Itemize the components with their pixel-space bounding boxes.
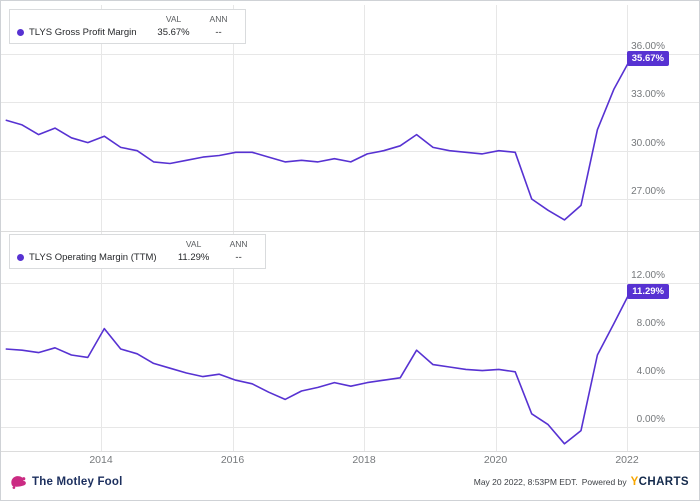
legend-gross-profit-margin: VAL ANN TLYS Gross Profit Margin 35.67% …	[9, 9, 246, 44]
series-label: TLYS Operating Margin (TTM)	[29, 252, 157, 263]
y-axis-label: 30.00%	[631, 137, 665, 149]
series-val: 11.29%	[177, 252, 210, 263]
legend-ann-header: ANN	[229, 239, 248, 249]
powered-by-label: Powered by	[581, 477, 627, 487]
y-axis-label: 0.00%	[636, 413, 665, 425]
x-axis-label: 2014	[89, 454, 113, 466]
y-axis-label: 12.00%	[631, 269, 665, 281]
y-axis-label: 27.00%	[631, 185, 665, 197]
series-label: TLYS Gross Profit Margin	[29, 27, 137, 38]
motley-fool-jester-icon	[11, 475, 26, 489]
series-line	[5, 291, 632, 445]
legend-operating-margin: VAL ANN TLYS Operating Margin (TTM) 11.2…	[9, 234, 266, 269]
motley-fool-wordmark: The Motley Fool	[32, 476, 123, 488]
series-ann: --	[215, 27, 222, 38]
series-color-dot	[17, 254, 24, 261]
y-axis-label: 4.00%	[636, 365, 665, 377]
series-val: 35.67%	[157, 27, 190, 38]
ycharts-logo: Y CHARTS	[631, 476, 689, 488]
legend-val-header: VAL	[185, 239, 202, 249]
footer: The Motley Fool May 20 2022, 8:53PM EDT.…	[1, 468, 699, 500]
series-row: TLYS Gross Profit Margin	[17, 27, 147, 38]
ycharts-logo-charts: CHARTS	[638, 476, 689, 488]
series-line	[5, 58, 632, 221]
series-color-dot	[17, 29, 24, 36]
current-value-badge: 11.29%	[627, 283, 669, 299]
legend-val-header: VAL	[165, 14, 182, 24]
x-axis-label: 2016	[220, 454, 245, 466]
ycharts-logo-y: Y	[630, 476, 639, 488]
x-axis-label: 2020	[483, 454, 508, 466]
series-ann: --	[235, 252, 242, 263]
chart-attribution: May 20 2022, 8:53PM EDT. Powered by Y CHA…	[474, 476, 689, 488]
x-axis-label: 2018	[352, 454, 376, 466]
current-value-badge: 35.67%	[626, 51, 669, 67]
y-axis-label: 8.00%	[636, 317, 665, 329]
y-axis-label: 36.00%	[631, 40, 665, 52]
legend-ann-header: ANN	[209, 14, 228, 24]
x-axis-label: 2022	[615, 454, 639, 466]
timestamp: May 20 2022, 8:53PM EDT.	[473, 477, 578, 487]
y-axis-label: 33.00%	[631, 88, 665, 100]
series-row: TLYS Operating Margin (TTM)	[17, 252, 167, 263]
motley-fool-logo: The Motley Fool	[9, 473, 123, 492]
